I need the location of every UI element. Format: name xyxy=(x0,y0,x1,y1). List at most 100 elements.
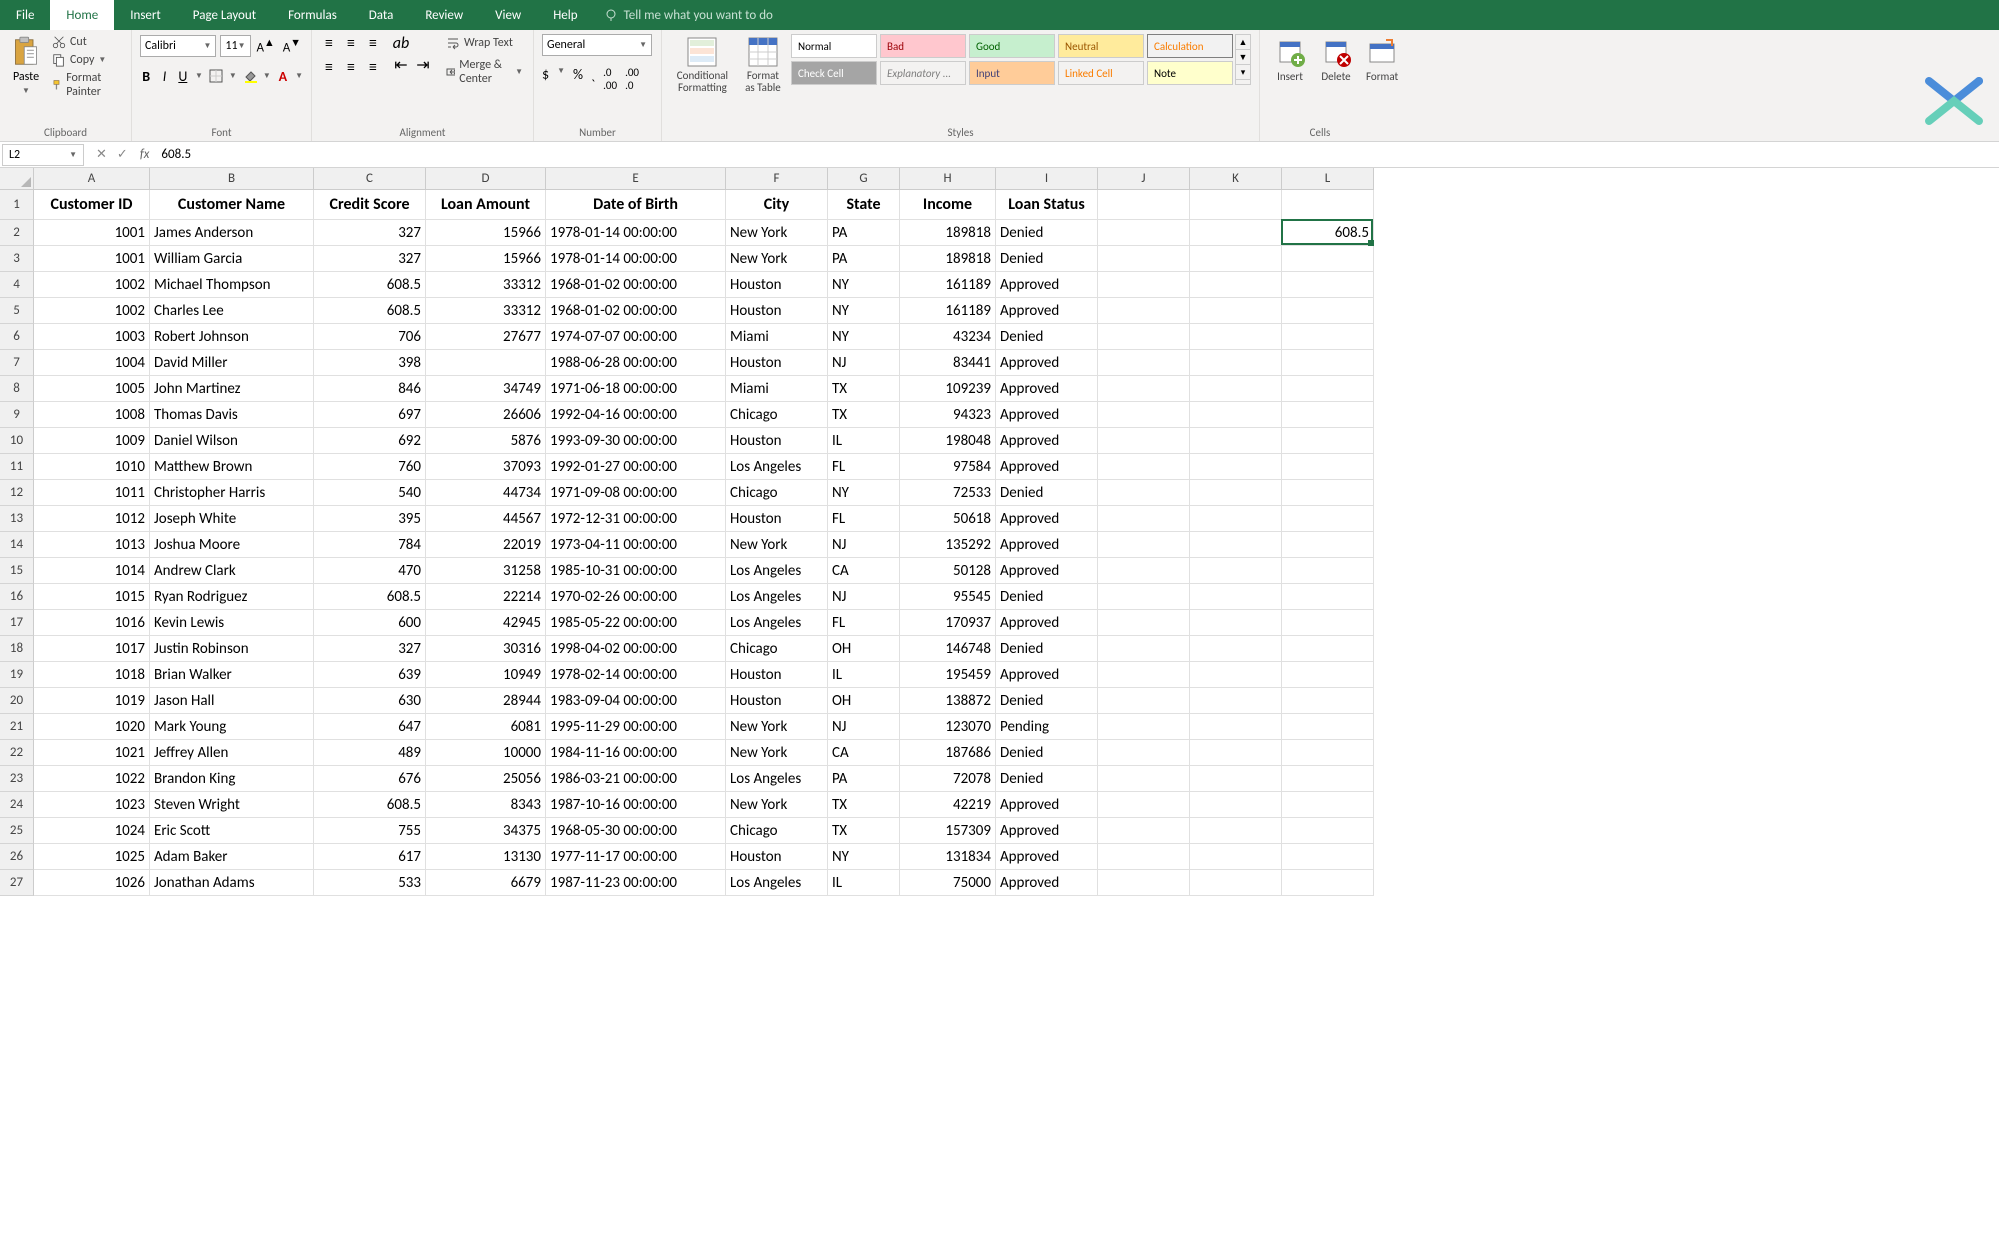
cell[interactable] xyxy=(1098,636,1190,662)
cell[interactable]: 1002 xyxy=(34,272,150,298)
cell[interactable] xyxy=(1190,870,1282,896)
cell[interactable] xyxy=(1190,220,1282,246)
cell[interactable]: Denied xyxy=(996,688,1098,714)
cell[interactable]: 1016 xyxy=(34,610,150,636)
cell[interactable]: NJ xyxy=(828,350,900,376)
cell[interactable]: 157309 xyxy=(900,818,996,844)
cell[interactable]: 600 xyxy=(314,610,426,636)
cell[interactable]: 608.5 xyxy=(314,272,426,298)
cell[interactable] xyxy=(1190,454,1282,480)
cell[interactable] xyxy=(1282,558,1374,584)
cell[interactable]: New York xyxy=(726,220,828,246)
cell[interactable]: 784 xyxy=(314,532,426,558)
cell[interactable]: 170937 xyxy=(900,610,996,636)
cell[interactable]: Loan Status xyxy=(996,190,1098,220)
cell[interactable] xyxy=(1098,480,1190,506)
cell[interactable]: TX xyxy=(828,792,900,818)
bold-button[interactable]: B xyxy=(140,67,152,85)
row-header[interactable]: 27 xyxy=(0,870,34,896)
cell[interactable]: IL xyxy=(828,428,900,454)
cell[interactable]: TX xyxy=(828,402,900,428)
cell[interactable]: Los Angeles xyxy=(726,870,828,896)
cell[interactable]: 72533 xyxy=(900,480,996,506)
cell[interactable] xyxy=(1098,324,1190,350)
cell[interactable]: Approved xyxy=(996,298,1098,324)
orientation-button[interactable]: ab xyxy=(392,34,410,52)
cell[interactable]: 10000 xyxy=(426,740,546,766)
cell[interactable]: 1998-04-02 00:00:00 xyxy=(546,636,726,662)
cell[interactable] xyxy=(1190,298,1282,324)
cell[interactable] xyxy=(1282,870,1374,896)
cell[interactable]: Jeffrey Allen xyxy=(150,740,314,766)
decrease-font-button[interactable]: A▼ xyxy=(281,34,303,57)
cell[interactable]: 395 xyxy=(314,506,426,532)
col-header-K[interactable]: K xyxy=(1190,168,1282,190)
cell[interactable]: 1978-02-14 00:00:00 xyxy=(546,662,726,688)
cell[interactable]: 10949 xyxy=(426,662,546,688)
cell[interactable]: 1002 xyxy=(34,298,150,324)
format-as-table-button[interactable]: Format as Table xyxy=(739,34,787,96)
cell[interactable]: 161189 xyxy=(900,272,996,298)
cell[interactable] xyxy=(1098,584,1190,610)
cell[interactable] xyxy=(1190,350,1282,376)
cell[interactable]: Loan Amount xyxy=(426,190,546,220)
tab-data[interactable]: Data xyxy=(353,0,410,30)
cell[interactable]: Denied xyxy=(996,766,1098,792)
cell[interactable]: New York xyxy=(726,246,828,272)
cell[interactable]: 5876 xyxy=(426,428,546,454)
cell[interactable] xyxy=(1282,376,1374,402)
cell[interactable]: 1993-09-30 00:00:00 xyxy=(546,428,726,454)
cell[interactable] xyxy=(1098,610,1190,636)
col-header-I[interactable]: I xyxy=(996,168,1098,190)
cell[interactable] xyxy=(1190,190,1282,220)
cell[interactable]: CA xyxy=(828,558,900,584)
cell[interactable]: Denied xyxy=(996,636,1098,662)
cell[interactable]: Houston xyxy=(726,844,828,870)
cell[interactable] xyxy=(1190,480,1282,506)
font-color-button[interactable]: A xyxy=(277,67,289,85)
cell[interactable]: 1968-01-02 00:00:00 xyxy=(546,272,726,298)
cell[interactable]: 639 xyxy=(314,662,426,688)
row-header[interactable]: 21 xyxy=(0,714,34,740)
cell[interactable]: Approved xyxy=(996,454,1098,480)
style-linked-cell[interactable]: Linked Cell xyxy=(1058,61,1144,85)
tab-review[interactable]: Review xyxy=(409,0,479,30)
cell[interactable] xyxy=(1282,428,1374,454)
cell[interactable]: NY xyxy=(828,844,900,870)
row-header[interactable]: 17 xyxy=(0,610,34,636)
cell[interactable]: 1015 xyxy=(34,584,150,610)
cell[interactable]: 146748 xyxy=(900,636,996,662)
tell-me-search[interactable]: Tell me what you want to do xyxy=(604,0,773,30)
cell[interactable] xyxy=(1282,766,1374,792)
cell[interactable]: Thomas Davis xyxy=(150,402,314,428)
row-header[interactable]: 2 xyxy=(0,220,34,246)
cell[interactable]: Eric Scott xyxy=(150,818,314,844)
cell[interactable]: 846 xyxy=(314,376,426,402)
row-header[interactable]: 11 xyxy=(0,454,34,480)
cell[interactable]: 1968-01-02 00:00:00 xyxy=(546,298,726,324)
cell[interactable]: 608.5 xyxy=(1282,220,1374,246)
cell[interactable] xyxy=(1190,766,1282,792)
cell[interactable]: Customer Name xyxy=(150,190,314,220)
col-header-J[interactable]: J xyxy=(1098,168,1190,190)
cell[interactable] xyxy=(1282,480,1374,506)
cell[interactable]: 1972-12-31 00:00:00 xyxy=(546,506,726,532)
tab-page-layout[interactable]: Page Layout xyxy=(177,0,272,30)
cell[interactable]: New York xyxy=(726,532,828,558)
cell[interactable]: PA xyxy=(828,766,900,792)
cell[interactable]: 760 xyxy=(314,454,426,480)
cell[interactable]: 1014 xyxy=(34,558,150,584)
cell[interactable]: 22019 xyxy=(426,532,546,558)
cell[interactable] xyxy=(1282,714,1374,740)
cell[interactable] xyxy=(1282,454,1374,480)
cell[interactable]: 1005 xyxy=(34,376,150,402)
comma-button[interactable]: ˎ xyxy=(591,66,595,92)
cell[interactable]: 1977-11-17 00:00:00 xyxy=(546,844,726,870)
cell[interactable]: 540 xyxy=(314,480,426,506)
cell[interactable]: 161189 xyxy=(900,298,996,324)
col-header-E[interactable]: E xyxy=(546,168,726,190)
cell[interactable]: Chicago xyxy=(726,402,828,428)
cell[interactable]: 75000 xyxy=(900,870,996,896)
cell[interactable]: 195459 xyxy=(900,662,996,688)
cell[interactable]: OH xyxy=(828,636,900,662)
